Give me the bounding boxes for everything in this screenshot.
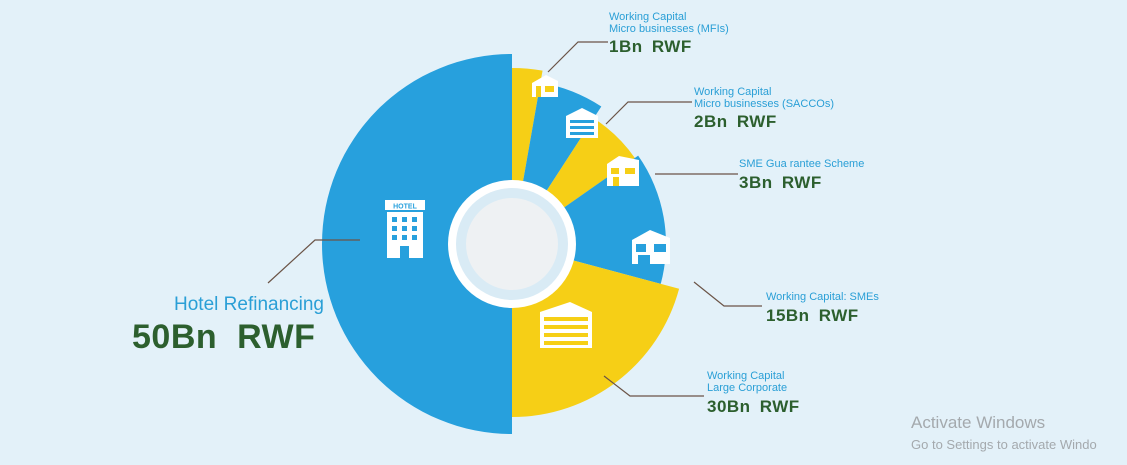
slice-sme-guarantee xyxy=(541,118,635,214)
slice-mfi xyxy=(512,68,543,191)
label-sme-line1: Working Capital: SMEs xyxy=(766,291,879,303)
label-large-value: 30Bn RWF xyxy=(707,397,800,416)
leader-line-sme xyxy=(693,281,762,307)
corporate-building-icon xyxy=(540,302,592,348)
label-hotel: Hotel Refinancing 50Bn RWF xyxy=(132,294,324,357)
hotel-icon: HOTEL xyxy=(385,200,425,258)
label-mfi: Working Capital Micro businesses (MFIs) … xyxy=(609,11,729,57)
label-hotel-line1: Hotel Refinancing xyxy=(174,294,324,315)
donut-hole-center xyxy=(466,198,558,290)
watermark-title: Activate Windows xyxy=(911,413,1046,432)
slice-large xyxy=(512,257,680,417)
label-mfi-line1: Working Capital xyxy=(609,11,687,23)
label-sme-guarantee-line1: SME Gua rantee Scheme xyxy=(739,158,865,170)
hotel-sign-text: HOTEL xyxy=(393,204,417,211)
office-building-icon xyxy=(566,108,598,138)
leader-line-large xyxy=(603,375,704,397)
label-sacco-line1: Working Capital xyxy=(694,86,772,98)
label-sacco-value: 2Bn RWF xyxy=(694,112,777,131)
label-sacco-line2: Micro businesses (SACCOs) xyxy=(694,98,834,110)
label-sme-guarantee-value: 3Bn RWF xyxy=(739,173,822,192)
label-sme-value: 15Bn RWF xyxy=(766,306,859,325)
leader-line-mfi xyxy=(547,41,608,73)
leader-line-hotel xyxy=(267,239,360,284)
label-large-line2: Large Corporate xyxy=(707,382,788,394)
label-sme-guarantee: SME Gua rantee Scheme 3Bn RWF xyxy=(739,158,864,193)
label-hotel-value: 50Bn RWF xyxy=(132,318,316,356)
store-icon xyxy=(607,156,639,186)
label-mfi-line2: Micro businesses (MFIs) xyxy=(609,23,729,35)
house-icon xyxy=(632,230,670,264)
label-sme: Working Capital: SMEs 15Bn RWF xyxy=(766,291,879,326)
leader-line-sacco xyxy=(605,101,692,125)
label-mfi-value: 1Bn RWF xyxy=(609,37,692,56)
label-large: Working Capital Large Corporate 30Bn RWF xyxy=(707,370,800,417)
shop-icon xyxy=(532,75,558,97)
watermark-subtitle: Go to Settings to activate Windo xyxy=(911,437,1097,452)
leader-lines xyxy=(267,41,762,397)
label-large-line1: Working Capital xyxy=(707,370,785,382)
label-sacco: Working Capital Micro businesses (SACCOs… xyxy=(694,86,834,132)
